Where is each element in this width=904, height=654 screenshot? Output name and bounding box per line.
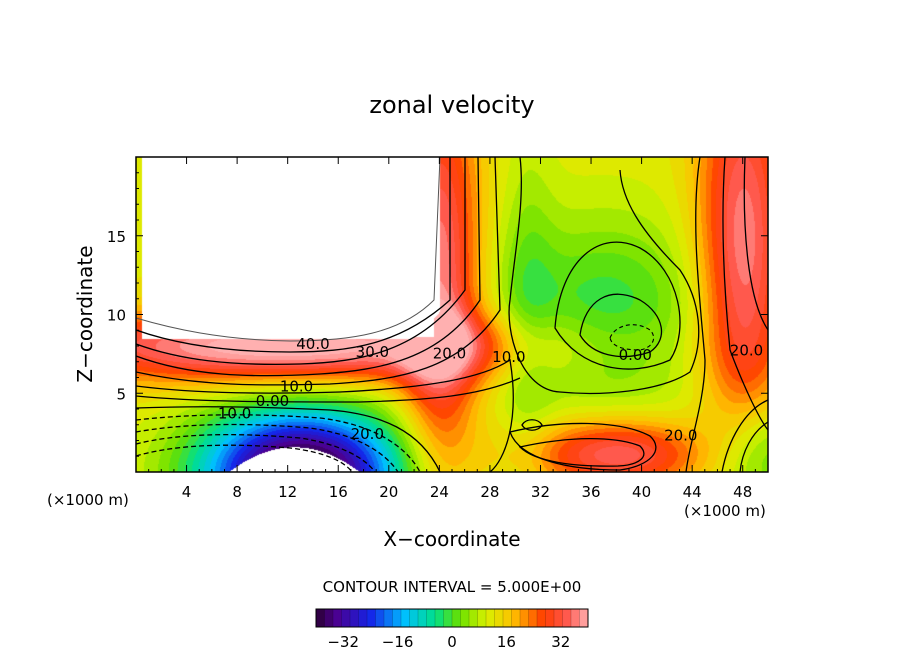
colorbar-tick-label: 32 [551,633,570,651]
x-tick-label: 32 [531,483,550,501]
x-tick-label: 8 [232,483,242,501]
colorbar-band [435,609,444,627]
colorbar-band [494,609,504,627]
colorbar-band [316,609,325,627]
colorbar-band [350,609,359,627]
colorbar-bands [315,608,589,628]
colorbar-band [401,609,410,627]
colorbar-band [469,609,478,627]
colorbar-ticks: −32 −16 0 16 32 [327,633,570,651]
colorbar-band [537,609,546,627]
colorbar-tick-label: −16 [382,633,414,651]
x-tick-label: 24 [430,483,449,501]
colorbar-tick-label: 0 [447,633,457,651]
colorbar-band [545,609,555,627]
x-tick-label: 20 [379,483,398,501]
contour-label: 0.00 [619,346,652,364]
x-tick-label: 40 [632,483,651,501]
colorbar-band [341,609,351,627]
colorbar-band [486,609,495,627]
contour-label: 10.0 [492,348,525,366]
colorbar-band [358,609,368,627]
contour-label: 10.0 [280,378,313,396]
velocity-field [136,157,768,472]
colorbar-tick-label: −32 [327,633,359,651]
x-tick-label: 44 [683,483,702,501]
colorbar-band [503,609,512,627]
colorbar-band [375,609,385,627]
x-axis: 4 8 12 16 20 24 28 32 36 40 44 48 [148,157,756,501]
colorbar-band [452,609,461,627]
contour-label: 30.0 [356,343,389,361]
x-tick-label: 36 [581,483,600,501]
colorbar-band [367,609,376,627]
colorbar-band [426,609,436,627]
contour-label: 20.0 [351,425,384,443]
x-unit-left: (×1000 m) [47,491,129,509]
x-tick-label: 16 [329,483,348,501]
colorbar-band [579,609,589,627]
colorbar-band [511,609,521,627]
y-tick-label: 5 [116,385,126,403]
colorbar-tick-label: 16 [497,633,516,651]
contour-interval-note: CONTOUR INTERVAL = 5.000E+00 [323,578,582,596]
colorbar-band [477,609,487,627]
colorbar-band [384,609,393,627]
contour-label: 0.00 [256,392,289,410]
colorbar-band [409,609,419,627]
y-axis-label: Z−coordinate [73,245,97,382]
contour-label: 20.0 [730,341,763,359]
colorbar-band [392,609,402,627]
contour-lines [136,157,768,472]
colorbar-band [520,609,529,627]
x-tick-label: 48 [733,483,752,501]
contour-label: 10.0 [218,404,251,422]
colorbar-band [554,609,563,627]
chart-title: zonal velocity [369,91,534,119]
y-axis: 5 10 15 [107,172,768,457]
x-axis-label: X−coordinate [383,527,520,551]
colorbar-band [324,609,334,627]
colorbar-band [460,609,470,627]
x-tick-label: 28 [480,483,499,501]
colorbar-band [333,609,342,627]
x-unit-right: (×1000 m) [684,502,766,520]
colorbar-band [562,609,572,627]
contour-label: 20.0 [664,427,697,445]
y-tick-label: 10 [107,307,126,325]
contour-label: 40.0 [296,335,329,353]
colorbar-band [528,609,538,627]
contour-label: 20.0 [433,345,466,363]
colorbar-band [443,609,453,627]
x-tick-label: 12 [278,483,297,501]
colorbar-frame [315,608,589,628]
x-tick-label: 4 [182,483,192,501]
missing-region-boundary [135,156,441,342]
colorbar-band [418,609,427,627]
colorbar-band [571,609,580,627]
y-tick-label: 15 [107,228,126,246]
